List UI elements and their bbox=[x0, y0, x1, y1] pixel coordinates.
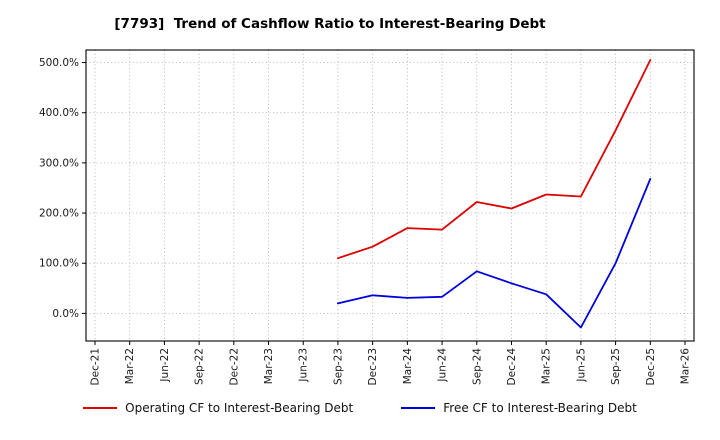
svg-text:300.0%: 300.0% bbox=[39, 157, 79, 169]
svg-text:Mar-26: Mar-26 bbox=[680, 348, 692, 385]
svg-text:Dec-25: Dec-25 bbox=[645, 348, 657, 385]
legend: Operating CF to Interest-Bearing Debt Fr… bbox=[0, 401, 720, 415]
svg-text:Jun-24: Jun-24 bbox=[437, 348, 449, 383]
svg-text:Dec-23: Dec-23 bbox=[367, 348, 379, 385]
svg-text:400.0%: 400.0% bbox=[39, 107, 79, 119]
svg-text:Jun-25: Jun-25 bbox=[575, 348, 587, 383]
svg-text:Dec-24: Dec-24 bbox=[506, 348, 518, 386]
svg-text:Sep-22: Sep-22 bbox=[194, 348, 206, 385]
free-cf-legend-label: Free CF to Interest-Bearing Debt bbox=[443, 401, 637, 415]
svg-text:500.0%: 500.0% bbox=[39, 57, 79, 69]
operating-cf-line-swatch bbox=[83, 406, 118, 410]
operating-cf-legend-label: Operating CF to Interest-Bearing Debt bbox=[125, 401, 354, 415]
svg-text:Mar-23: Mar-23 bbox=[263, 348, 275, 384]
svg-text:100.0%: 100.0% bbox=[39, 258, 79, 270]
svg-text:Jun-23: Jun-23 bbox=[298, 348, 310, 383]
chart-title: [7793] Trend of Cashflow Ratio to Intere… bbox=[114, 16, 546, 32]
svg-text:Sep-25: Sep-25 bbox=[610, 348, 622, 385]
svg-text:200.0%: 200.0% bbox=[39, 208, 79, 220]
legend-item-free-cf: Free CF to Interest-Bearing Debt bbox=[401, 401, 637, 415]
svg-text:Mar-22: Mar-22 bbox=[124, 348, 136, 384]
svg-text:Sep-23: Sep-23 bbox=[332, 348, 344, 385]
svg-text:Dec-21: Dec-21 bbox=[90, 348, 102, 385]
legend-item-operating-cf: Operating CF to Interest-Bearing Debt bbox=[83, 401, 353, 415]
free-cf-line-swatch bbox=[401, 406, 436, 410]
svg-text:Mar-25: Mar-25 bbox=[541, 348, 553, 384]
svg-text:Mar-24: Mar-24 bbox=[402, 348, 414, 385]
svg-text:0.0%: 0.0% bbox=[52, 308, 79, 320]
svg-text:Dec-22: Dec-22 bbox=[228, 348, 240, 385]
svg-text:Jun-22: Jun-22 bbox=[159, 348, 171, 383]
svg-text:Sep-24: Sep-24 bbox=[471, 348, 483, 385]
